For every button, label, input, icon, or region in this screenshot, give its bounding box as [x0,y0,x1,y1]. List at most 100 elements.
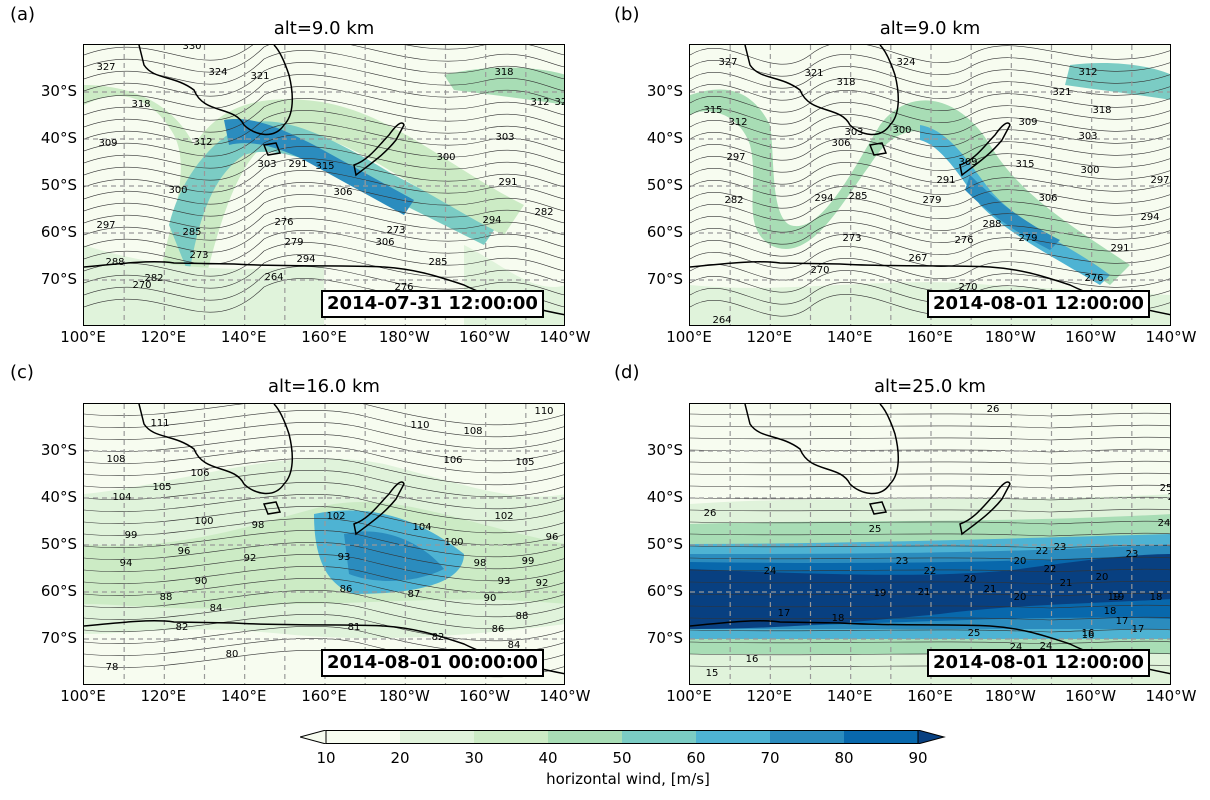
contour-label: 106 [190,468,209,479]
contour-label: 18 [1104,606,1117,617]
longitude-label: 160°W [459,328,511,346]
contour-label: 25 [1160,483,1171,494]
contour-line [84,434,564,462]
map-panel-d: 2625242322212019181716152625242322212019… [689,403,1171,685]
contour-line [84,158,564,193]
contour-line [690,150,1170,173]
contour-label: 321 [1052,87,1071,98]
contour-label: 108 [106,454,125,465]
contour-label: 24 [1158,518,1171,529]
contour-label: 92 [244,553,257,564]
contour-line [690,604,1170,609]
wind-speed-fill [965,175,1060,250]
latitude-label: 60°S [40,223,77,241]
contour-line [690,520,1170,525]
contour-label: 303 [844,127,863,138]
contour-label: 312 [530,97,549,108]
contour-label: 318 [1092,105,1111,116]
contour-label: 88 [160,592,173,603]
contour-line [84,614,564,642]
contour-line [690,424,1170,429]
latitude-label: 40°S [646,488,683,506]
panel-d-label: (d) [614,362,640,383]
contour-line [690,616,1170,621]
contour-label: 285 [182,227,201,238]
colorbar-segment [326,730,400,744]
panel-c-title: alt=16.0 km [268,376,380,397]
contour-line [84,86,564,121]
contour-label: 15 [706,668,719,679]
latitude-label: 40°S [40,129,77,147]
colorbar-tick-label: 30 [464,749,484,767]
contour-line [84,506,564,534]
contour-label: 297 [96,220,115,231]
contour-label: 282 [144,273,163,284]
contour-label: 300 [892,125,911,136]
contour-label: 273 [842,233,861,244]
contour-label: 84 [210,603,223,614]
latitude-label: 30°S [40,82,77,100]
latitude-label: 50°S [646,176,683,194]
contour-label: 18 [1150,592,1163,603]
contour-line [84,590,564,618]
contour-label: 291 [1110,243,1129,254]
contour-label: 105 [515,457,534,468]
contour-label: 90 [195,576,208,587]
latitude-label: 50°S [40,535,77,553]
contour-label: 288 [105,257,124,268]
contour-label: 19 [1108,592,1121,603]
contour-label: 78 [106,662,119,673]
longitude-label: 140°E [220,687,267,705]
timestamp-panel-b: 2014-08-01 12:00:00 [927,290,1150,318]
contour-line [690,568,1170,573]
contour-label: 303 [1078,131,1097,142]
contour-label: 282 [534,207,553,218]
contour-label: 98 [252,520,265,531]
contour-label: 309 [98,138,117,149]
colorbar-label: horizontal wind, [m/s] [546,770,710,788]
colorbar-tick-label: 90 [908,749,928,767]
longitude-label: 120°E [140,687,187,705]
contour-label: 282 [724,195,743,206]
latitude-label: 50°S [646,535,683,553]
contour-label: 306 [831,138,850,149]
wind-speed-fill [84,245,324,325]
contour-label: 285 [848,191,867,202]
contour-line [690,484,1170,489]
contour-line [690,246,1170,269]
contour-label: 279 [922,195,941,206]
contour-label: 303 [257,159,276,170]
contour-label: 21 [918,587,931,598]
contour-label: 102 [494,511,513,522]
contour-label: 321 [804,68,823,79]
contour-line [690,592,1170,597]
contour-label: 300 [168,185,187,196]
contour-label: 330 [182,45,201,52]
panel-d-title: alt=25.0 km [874,376,986,397]
contour-label: 279 [284,237,303,248]
contour-line [690,234,1170,257]
longitude-label: 100°E [60,687,106,705]
colorbar-tick-label: 70 [760,749,780,767]
timestamp-panel-a: 2014-07-31 12:00:00 [321,290,544,318]
contour-label: 318 [131,99,150,110]
contour-line [84,50,564,85]
contour-label: 309 [958,157,977,168]
colorbar-segment [400,730,474,744]
contour-label: 291 [498,177,517,188]
contour-label: 270 [810,265,829,276]
contour-line [690,532,1170,537]
timestamp-panel-c: 2014-08-01 00:00:00 [321,649,544,677]
contour-line [690,640,1170,645]
contour-line [690,460,1170,465]
contour-label: 93 [338,552,351,563]
contour-line [690,544,1170,549]
contour-line [690,580,1170,585]
contour-line [84,542,564,570]
contour-label: 270 [958,282,977,293]
wind-speed-fill [690,89,1130,285]
contour-label: 90 [484,593,497,604]
colorbar-tick-label: 40 [538,749,558,767]
coastline-new-zealand [353,481,405,536]
panel-c-label: (c) [10,362,34,383]
